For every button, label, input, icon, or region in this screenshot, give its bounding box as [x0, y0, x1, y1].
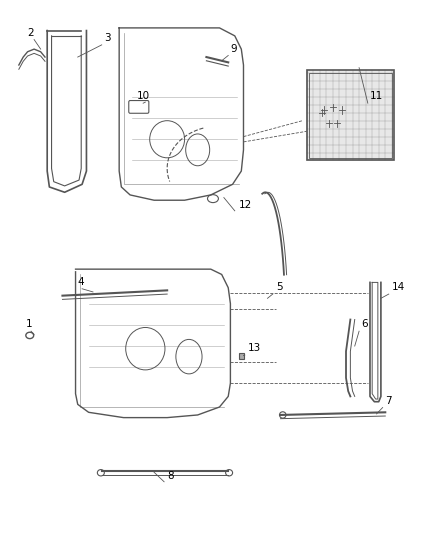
- Text: 2: 2: [28, 28, 34, 38]
- Text: 13: 13: [247, 343, 261, 353]
- Text: 1: 1: [25, 319, 32, 329]
- Text: 5: 5: [276, 282, 282, 293]
- FancyBboxPatch shape: [128, 101, 148, 114]
- Bar: [306, 70, 393, 160]
- Text: 8: 8: [167, 471, 173, 481]
- Text: 7: 7: [385, 397, 391, 406]
- Text: 11: 11: [369, 92, 382, 101]
- Text: 9: 9: [230, 44, 237, 54]
- Text: 4: 4: [78, 277, 84, 287]
- Bar: [306, 70, 393, 160]
- Text: 6: 6: [360, 319, 367, 329]
- Bar: [308, 73, 391, 158]
- Text: 10: 10: [136, 92, 149, 101]
- Text: 12: 12: [239, 200, 252, 210]
- Text: 3: 3: [104, 33, 110, 43]
- Bar: [239, 353, 244, 359]
- Text: 14: 14: [391, 282, 404, 293]
